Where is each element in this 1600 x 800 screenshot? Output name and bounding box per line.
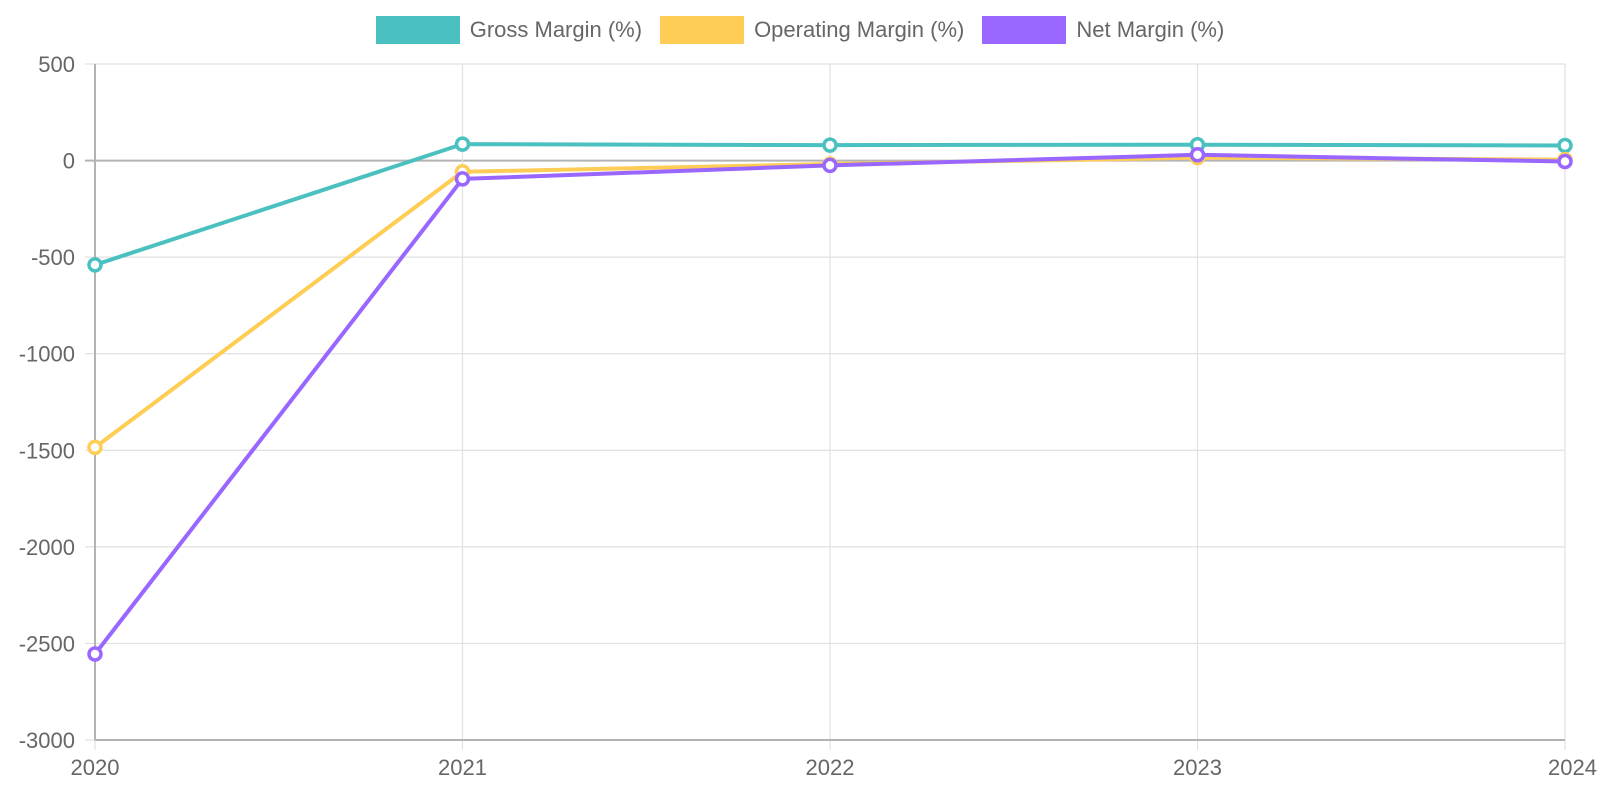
legend-item[interactable]: Net Margin (%) [982,16,1224,44]
data-point [1189,147,1206,163]
data-point [822,157,838,174]
y-tick-label: -500 [31,245,75,270]
x-tick-label: 2022 [806,755,855,780]
data-point [1557,137,1573,154]
x-tick-label: 2024 [1548,755,1597,780]
legend-swatch [375,16,460,44]
x-tick-label: 2021 [438,755,487,780]
y-tick-label: 0 [63,149,75,174]
data-point [87,646,103,662]
y-tick-label: -2000 [19,535,75,560]
y-tick-label: 500 [38,52,75,77]
legend-label: Net Margin (%) [1076,17,1225,42]
legend-item[interactable]: Operating Margin (%) [660,16,964,44]
legend-label: Gross Margin (%) [469,17,643,42]
data-point [822,137,838,153]
data-point [454,136,471,152]
y-tick-label: -1000 [19,342,75,367]
legend-swatch [660,16,745,44]
data-point [87,257,103,273]
legend-label: Operating Margin (%) [754,17,965,42]
grid [85,63,1566,750]
data-point [1557,153,1573,170]
legend-swatch [982,16,1067,44]
data-point [454,171,471,187]
series-layer [87,136,1573,662]
data-point [87,439,103,456]
y-tick-label: -2500 [19,631,75,656]
y-tick-label: -3000 [19,728,75,753]
chart-legend: Gross Margin (%) Operating Margin (%) Net … [0,16,1600,44]
x-tick-label: 2020 [71,755,120,780]
y-tick-label: -1500 [19,438,75,463]
x-tick-label: 2023 [1173,755,1222,780]
axes [94,64,1565,741]
legend-item[interactable]: Gross Margin (%) [375,16,643,44]
